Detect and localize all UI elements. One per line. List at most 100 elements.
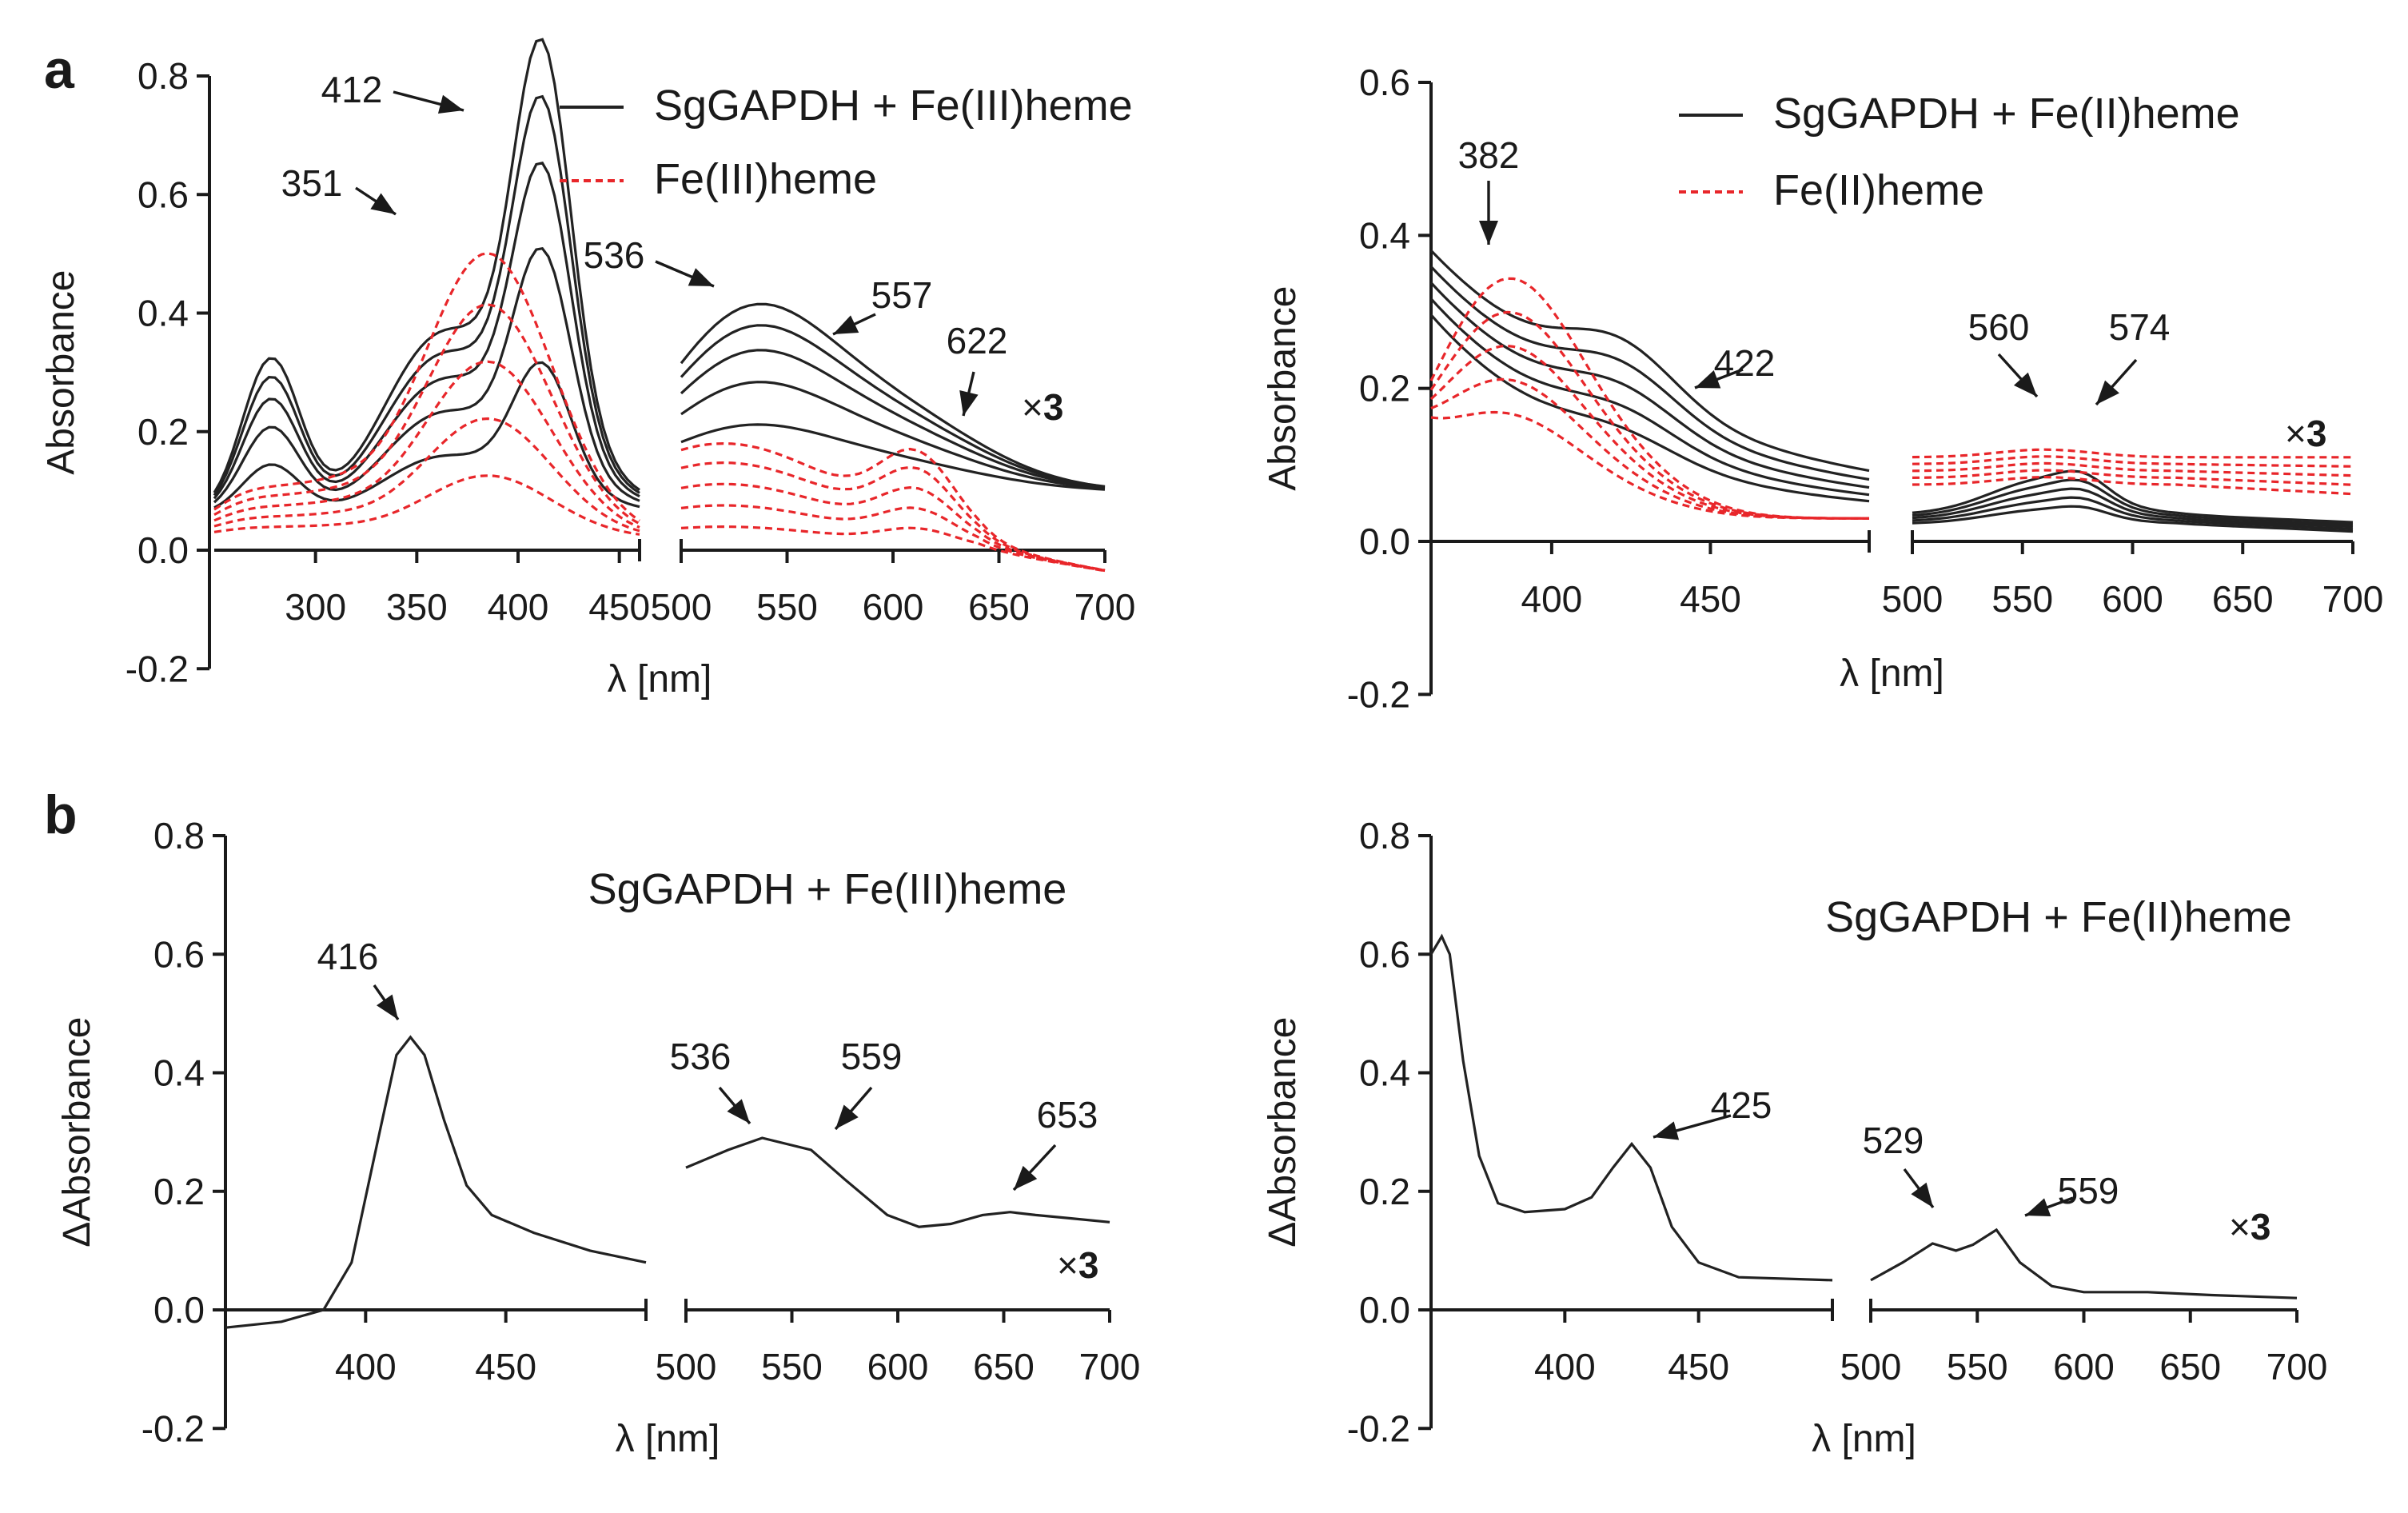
- b-left-annotation-559-label: 559: [841, 1036, 903, 1077]
- a-right-x-tick-label: 400: [1521, 578, 1583, 620]
- a-left-series-heme-4-seg2: [680, 504, 1106, 573]
- b-left-annotation-536-arrowhead: [727, 1099, 750, 1124]
- a-left-annotation-351-arrowhead: [370, 193, 396, 214]
- b-right-annotation-529-arrowhead: [1911, 1182, 1933, 1208]
- b-right-x-tick-label: 650: [2159, 1346, 2221, 1387]
- a-right-annotation-382-label: 382: [1458, 134, 1520, 176]
- a-right-chart: 0.6 0.4 0.2 0.0 -0.2 400 450 500 550 600 650 700 λ […: [1262, 62, 2383, 715]
- b-right-y-tick-label: 0.6: [1359, 933, 1410, 975]
- a-right-x-tick-label: 500: [1882, 578, 1944, 620]
- a-left-series-heme-2-seg1: [213, 303, 640, 525]
- a-left-series-protein-1-seg2: [680, 302, 1106, 488]
- a-left-annotation-536-arrowhead: [688, 268, 714, 286]
- b-left-title: SgGAPDH + Fe(III)heme: [588, 865, 1067, 913]
- a-right-legend-label-dashed: Fe(II)heme: [1773, 166, 1984, 214]
- b-left-x-axis-title: λ [nm]: [616, 1418, 720, 1460]
- a-left-series-protein-3-seg2: [680, 349, 1106, 489]
- a-right-series-protein-3-seg1: [1429, 281, 1870, 489]
- b-right-difference-spectrum-seg2: [1870, 1228, 2298, 1299]
- a-right-annotation-560-label: 560: [1968, 306, 2030, 348]
- b-right-annotation-529-label: 529: [1863, 1120, 1924, 1161]
- b-left-y-tick-label: 0.8: [153, 815, 205, 856]
- b-left-x-tick-label: 650: [973, 1346, 1035, 1387]
- b-right-y-tick-label: 0.4: [1359, 1052, 1410, 1094]
- a-left-x-tick-label: 400: [488, 586, 549, 628]
- a-left-x-tick-label: 450: [588, 586, 650, 628]
- a-left-series-protein-1-seg1: [213, 38, 640, 493]
- a-left-annotation-622-arrowhead: [959, 390, 979, 416]
- a-right-y-axis-title: Absorbance: [1262, 286, 1304, 491]
- a-left-x-tick-label: 700: [1074, 586, 1136, 628]
- b-left-y-tick-label: 0.0: [153, 1289, 205, 1331]
- a-right-y-tick-label: 0.4: [1359, 214, 1410, 256]
- b-left-difference-spectrum-seg2: [685, 1136, 1110, 1228]
- b-left-annotation-559-arrowhead: [835, 1104, 859, 1129]
- a-right-series-heme-3-seg2: [1912, 461, 2354, 477]
- b-left-y-tick-label: 0.6: [153, 933, 205, 975]
- b-left-y-tick-label: 0.4: [153, 1052, 205, 1094]
- a-right-series-protein-1-seg2: [1912, 469, 2354, 524]
- a-left-series-heme-1-seg2: [680, 441, 1106, 572]
- a-right-legend-label-solid: SgGAPDH + Fe(II)heme: [1773, 90, 2240, 138]
- a-right-y-tick-label: 0.6: [1359, 62, 1410, 103]
- a-left-y-tick-label: 0.4: [138, 293, 189, 334]
- a-right-series-protein-1-seg1: [1429, 250, 1870, 473]
- b-left-x-tick-label: 700: [1079, 1346, 1141, 1387]
- b-right-y-tick-label: 0.0: [1359, 1289, 1410, 1331]
- a-left-series-heme-5-seg1: [213, 474, 640, 536]
- a-right-annotation-382-arrowhead: [1479, 221, 1498, 245]
- a-left-series-heme-3-seg1: [213, 360, 640, 529]
- a-right-series-heme-2-seg2: [1912, 455, 2354, 468]
- a-left-chart: 0.8 0.6 0.4 0.2 0.0 -0.2 300 350 400 450 500 550 600…: [40, 38, 1136, 701]
- b-right-difference-spectrum-seg1: [1429, 933, 1833, 1282]
- a-right-annotation-574-label: 574: [2109, 306, 2171, 348]
- a-left-series-protein-4-seg2: [680, 381, 1106, 490]
- a-right-annotation-422-arrowhead: [1695, 370, 1721, 389]
- a-right-x-tick-label: 450: [1680, 578, 1741, 620]
- a-right-series-protein-5-seg1: [1429, 313, 1870, 503]
- a-left-y-tick-label: 0.6: [138, 174, 189, 215]
- a-left-annotation-622-label: 622: [947, 320, 1008, 361]
- b-right-annotation-559-arrowhead: [2025, 1198, 2051, 1216]
- a-right-series-protein-5-seg2: [1912, 505, 2354, 533]
- a-left-x-tick-label: 650: [968, 586, 1030, 628]
- a-right-x-tick-label: 600: [2102, 578, 2163, 620]
- a-left-x-tick-label: 600: [863, 586, 924, 628]
- a-left-x-axis-title: λ [nm]: [608, 658, 712, 701]
- a-right-series-protein-4-seg2: [1912, 496, 2354, 531]
- a-right-series-protein-2-seg2: [1912, 478, 2354, 526]
- b-right-title: SgGAPDH + Fe(II)heme: [1825, 893, 2292, 941]
- a-right-y-tick-label: 0.2: [1359, 368, 1410, 409]
- a-right-series-heme-5-seg2: [1912, 475, 2354, 496]
- b-right-y-tick-label: 0.8: [1359, 815, 1410, 856]
- b-left-y-axis-title: ΔAbsorbance: [56, 1017, 98, 1248]
- a-left-series-protein-2-seg2: [680, 324, 1106, 489]
- a-left-annotation-351-label: 351: [281, 162, 343, 204]
- b-left-difference-spectrum-seg1: [225, 1035, 647, 1329]
- a-right-y-tick-label: -0.2: [1347, 673, 1410, 715]
- a-left-x-tick-label: 350: [386, 586, 448, 628]
- a-left-y-tick-label: 0.0: [138, 529, 189, 571]
- a-left-legend-label-dashed: Fe(III)heme: [654, 155, 877, 203]
- a-left-series-protein-5-seg2: [680, 423, 1106, 491]
- a-right-series-heme-1-seg1: [1429, 277, 1870, 520]
- b-right-y-tick-label: 0.2: [1359, 1171, 1410, 1212]
- a-left-y-axis-title: Absorbance: [40, 270, 82, 475]
- b-left-chart: 0.8 0.6 0.4 0.2 0.0 -0.2 400 450 500 550 600 650 700…: [56, 815, 1140, 1460]
- b-left-x-tick-label: 400: [335, 1346, 397, 1387]
- a-left-x-tick-label: 300: [285, 586, 346, 628]
- b-right-x-tick-label: 550: [1947, 1346, 2008, 1387]
- b-right-x-tick-label: 700: [2266, 1346, 2328, 1387]
- a-right-series-heme-1-seg2: [1912, 448, 2353, 459]
- a-right-multiplier-label: ×3: [2285, 413, 2326, 454]
- b-left-x-tick-label: 550: [761, 1346, 823, 1387]
- a-right-series-protein-2-seg1: [1429, 265, 1870, 481]
- a-right-y-tick-label: 0.0: [1359, 521, 1410, 562]
- b-left-y-tick-label: -0.2: [142, 1407, 205, 1449]
- b-right-y-axis-title: ΔAbsorbance: [1262, 1017, 1304, 1248]
- a-left-series-heme-2-seg2: [680, 461, 1106, 572]
- a-right-series-protein-3-seg2: [1912, 487, 2354, 529]
- b-left-annotation-416-arrowhead: [376, 994, 398, 1020]
- a-right-series-heme-4-seg2: [1912, 469, 2354, 486]
